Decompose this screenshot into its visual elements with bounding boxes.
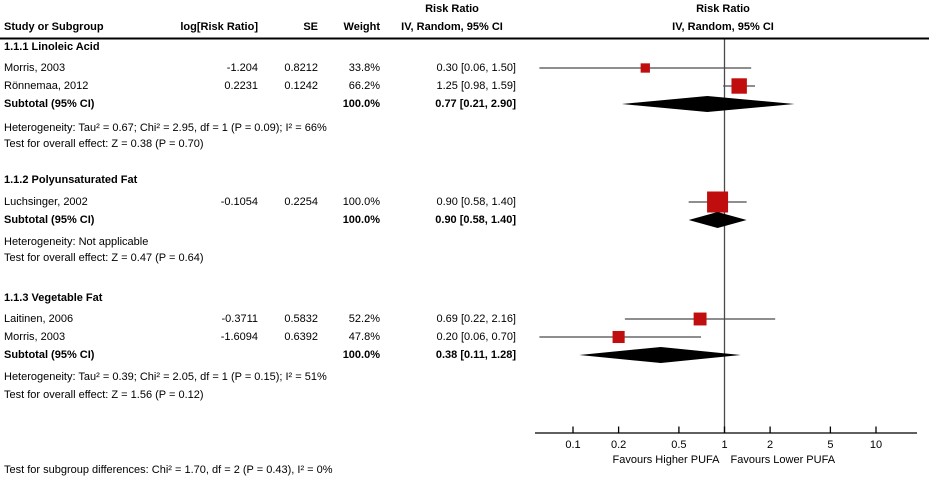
heterogeneity-note: Heterogeneity: Not applicable	[4, 236, 149, 248]
study-se: 0.1242	[284, 80, 318, 92]
study-weight: 33.8%	[348, 62, 380, 74]
subtotal-ci-text: 0.77 [0.21, 2.90]	[435, 98, 516, 110]
column-header-ci: IV, Random, 95% CI	[401, 21, 503, 33]
axis-tick-label: 0.5	[671, 439, 686, 451]
effect-square	[612, 330, 625, 344]
study-se: 0.8212	[284, 62, 318, 74]
column-header-study: Study or Subgroup	[4, 21, 104, 33]
study-log-rr: -0.3711	[221, 313, 259, 325]
effect-square	[693, 312, 707, 326]
subgroup-title: 1.1.3 Vegetable Fat	[4, 292, 103, 304]
favours-right-label: Favours Lower PUFA	[731, 454, 836, 466]
heterogeneity-note: Heterogeneity: Tau² = 0.67; Chi² = 2.95,…	[4, 122, 327, 134]
study-name: Luchsinger, 2002	[4, 196, 88, 208]
subgroup-differences-note: Test for subgroup differences: Chi² = 1.…	[4, 464, 333, 476]
study-name: Morris, 2003	[4, 62, 66, 74]
subtotal-diamond	[579, 347, 741, 363]
subtotal-weight: 100.0%	[342, 214, 380, 226]
study-se: 0.6392	[284, 331, 318, 343]
study-weight: 52.2%	[348, 313, 380, 325]
subtotal-label: Subtotal (95% CI)	[4, 349, 95, 361]
favours-left-label: Favours Higher PUFA	[613, 454, 721, 466]
risk-ratio-title-right: Risk Ratio	[696, 3, 750, 15]
overall-effect-note: Test for overall effect: Z = 1.56 (P = 0…	[4, 389, 204, 401]
study-ci-text: 0.90 [0.58, 1.40]	[436, 196, 516, 208]
subtotal-ci-text: 0.90 [0.58, 1.40]	[435, 214, 516, 226]
study-name: Morris, 2003	[4, 331, 66, 343]
effect-square	[640, 63, 650, 73]
subtotal-label: Subtotal (95% CI)	[4, 214, 95, 226]
overall-effect-note: Test for overall effect: Z = 0.47 (P = 0…	[4, 252, 204, 264]
axis-tick-label: 2	[767, 439, 773, 451]
study-log-rr: -0.1054	[220, 196, 258, 208]
study-ci-text: 0.20 [0.06, 0.70]	[436, 331, 516, 343]
study-log-rr: 0.2231	[224, 80, 258, 92]
risk-ratio-title-left: Risk Ratio	[425, 3, 479, 15]
column-header-log-rr: log[Risk Ratio]	[180, 21, 258, 33]
study-se: 0.2254	[284, 196, 318, 208]
study-weight: 66.2%	[348, 80, 380, 92]
heterogeneity-note: Heterogeneity: Tau² = 0.39; Chi² = 2.05,…	[4, 371, 327, 383]
study-name: Laitinen, 2006	[4, 313, 74, 325]
axis-tick-label: 1	[721, 439, 727, 451]
axis-tick-label: 10	[870, 439, 882, 451]
subtotal-weight: 100.0%	[342, 98, 380, 110]
axis-tick-label: 0.1	[565, 439, 580, 451]
study-log-rr: -1.6094	[220, 331, 258, 343]
subtotal-weight: 100.0%	[342, 349, 380, 361]
subgroup-title: 1.1.1 Linoleic Acid	[4, 41, 100, 53]
study-weight: 100.0%	[342, 196, 380, 208]
subtotal-label: Subtotal (95% CI)	[4, 98, 95, 110]
study-name: Rönnemaa, 2012	[4, 80, 89, 92]
study-ci-text: 1.25 [0.98, 1.59]	[436, 80, 516, 92]
subgroup-title: 1.1.2 Polyunsaturated Fat	[4, 174, 138, 186]
study-se: 0.5832	[284, 313, 318, 325]
subtotal-ci-text: 0.38 [0.11, 1.28]	[435, 349, 516, 361]
subtotal-diamond	[688, 212, 747, 228]
effect-square	[707, 191, 729, 213]
axis-tick-label: 5	[827, 439, 833, 451]
overall-effect-note: Test for overall effect: Z = 0.38 (P = 0…	[4, 138, 204, 150]
subtotal-diamond	[621, 96, 795, 112]
column-header-ci-plot: IV, Random, 95% CI	[672, 21, 774, 33]
study-ci-text: 0.69 [0.22, 2.16]	[436, 313, 516, 325]
study-weight: 47.8%	[348, 331, 380, 343]
column-header-se: SE	[303, 21, 318, 33]
effect-square	[731, 78, 747, 94]
axis-tick-label: 0.2	[611, 439, 626, 451]
column-header-weight: Weight	[343, 21, 380, 33]
study-ci-text: 0.30 [0.06, 1.50]	[436, 62, 516, 74]
study-log-rr: -1.204	[226, 62, 258, 74]
